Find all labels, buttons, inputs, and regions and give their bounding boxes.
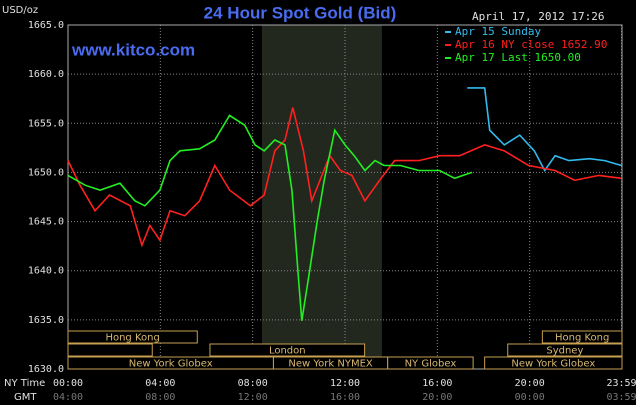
x2-tick-label: 04:00	[53, 392, 83, 403]
legend-label: Apr 15 Sunday	[455, 25, 541, 38]
market-label: NY Globex	[405, 359, 457, 370]
x-tick-label: 16:00	[422, 378, 452, 389]
legend-label: Apr 17 Last 1650.00	[455, 51, 581, 64]
market-session	[507, 343, 623, 357]
market-session	[67, 343, 153, 357]
x-tick-label: 23:59	[606, 378, 636, 389]
x2-tick-label: 00:00	[515, 392, 545, 403]
market-session	[67, 330, 198, 344]
y-tick-label: 1655.0	[28, 118, 64, 129]
series-line	[467, 87, 622, 173]
y-tick-label: 1635.0	[28, 315, 64, 326]
market-label: Hong Kong	[555, 333, 609, 344]
market-label: New York NYMEX	[288, 359, 373, 370]
x2-axis-label: GMT	[14, 392, 37, 403]
watermark: www.kitco.com	[71, 40, 195, 59]
market-session	[387, 356, 474, 370]
x2-tick-label: 12:00	[238, 392, 268, 403]
timestamp: April 17, 2012 17:26	[472, 10, 604, 23]
market-session	[209, 343, 366, 357]
market-label: Hong Kong	[105, 333, 159, 344]
x2-tick-label: 20:00	[422, 392, 452, 403]
series-line	[67, 114, 473, 321]
market-session	[541, 330, 623, 344]
x2-tick-label: 16:00	[330, 392, 360, 403]
market-session	[484, 356, 623, 370]
market-label: Sydney	[546, 346, 583, 357]
market-label: London	[269, 346, 306, 357]
y-tick-label: 1665.0	[28, 20, 64, 31]
y-tick-label: 1660.0	[28, 69, 64, 80]
x-tick-label: 04:00	[145, 378, 175, 389]
x2-tick-label: 03:59	[606, 392, 636, 403]
series-line	[67, 107, 622, 248]
market-label: New York Globex	[129, 359, 213, 370]
x2-tick-label: 08:00	[145, 392, 175, 403]
x-tick-label: 00:00	[53, 378, 83, 389]
x-axis-label: NY Time	[4, 378, 45, 389]
x-tick-label: 12:00	[330, 378, 360, 389]
x-tick-label: 08:00	[238, 378, 268, 389]
y-tick-label: 1645.0	[28, 217, 64, 228]
y-tick-label: 1650.0	[28, 167, 64, 178]
y-axis-label: USD/oz	[2, 5, 38, 16]
market-label: New York Globex	[511, 359, 595, 370]
chart-title: 24 Hour Spot Gold (Bid)	[204, 3, 397, 22]
y-tick-label: 1630.0	[28, 364, 64, 375]
x-tick-label: 20:00	[515, 378, 545, 389]
y-tick-label: 1640.0	[28, 266, 64, 277]
legend-label: Apr 16 NY close 1652.90	[455, 38, 607, 51]
